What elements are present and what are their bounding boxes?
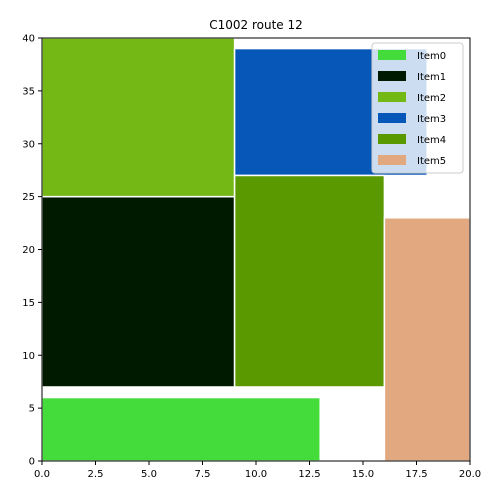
- x-tick-label: 0.0: [34, 469, 50, 480]
- y-tick-label: 40: [22, 34, 35, 45]
- legend-swatch: [378, 50, 406, 60]
- x-tick-label: 7.5: [195, 469, 211, 480]
- y-tick-label: 35: [22, 86, 35, 97]
- item-rect-5: [383, 217, 471, 462]
- legend-frame: [371, 42, 464, 174]
- legend-swatch: [378, 155, 406, 165]
- y-tick-label: 25: [22, 192, 35, 203]
- legend-label: Item3: [417, 114, 446, 125]
- item-rect-4: [233, 174, 386, 388]
- item-rect-1: [41, 195, 236, 388]
- legend-label: Item5: [417, 156, 446, 167]
- x-tick-label: 5.0: [141, 469, 157, 480]
- y-tick-label: 30: [22, 139, 35, 150]
- x-tick-label: 10.0: [245, 469, 267, 480]
- y-tick-label: 5: [29, 404, 35, 415]
- legend-label: Item1: [417, 72, 446, 83]
- legend-label: Item4: [417, 135, 446, 146]
- y-tick-label: 15: [22, 298, 35, 309]
- legend-swatch: [378, 134, 406, 144]
- x-tick-label: 2.5: [88, 469, 104, 480]
- chart-title: C1002 route 12: [209, 18, 303, 32]
- y-tick-label: 10: [22, 351, 35, 362]
- legend-swatch: [378, 71, 406, 81]
- legend-swatch: [378, 113, 406, 123]
- y-axis: 0 5 10 15 20 25 30 35 40: [22, 34, 42, 468]
- legend-label: Item0: [417, 51, 446, 62]
- item-rect-2: [41, 37, 236, 198]
- x-tick-label: 20.0: [459, 469, 481, 480]
- x-tick-label: 17.5: [405, 469, 427, 480]
- y-tick-label: 20: [22, 245, 35, 256]
- legend-swatch: [378, 92, 406, 102]
- x-tick-label: 12.5: [298, 469, 320, 480]
- packed-items: [41, 37, 471, 462]
- y-tick-label: 0: [29, 457, 35, 468]
- legend-label: Item2: [417, 93, 446, 104]
- x-tick-label: 15.0: [352, 469, 374, 480]
- legend: Item0 Item1 Item2 Item3 Item4 Item5: [371, 42, 464, 174]
- item-rect-0: [41, 396, 321, 462]
- x-axis: 0.0 2.5 5.0 7.5 10.0 12.5 15.0 17.5 20.0: [34, 461, 481, 480]
